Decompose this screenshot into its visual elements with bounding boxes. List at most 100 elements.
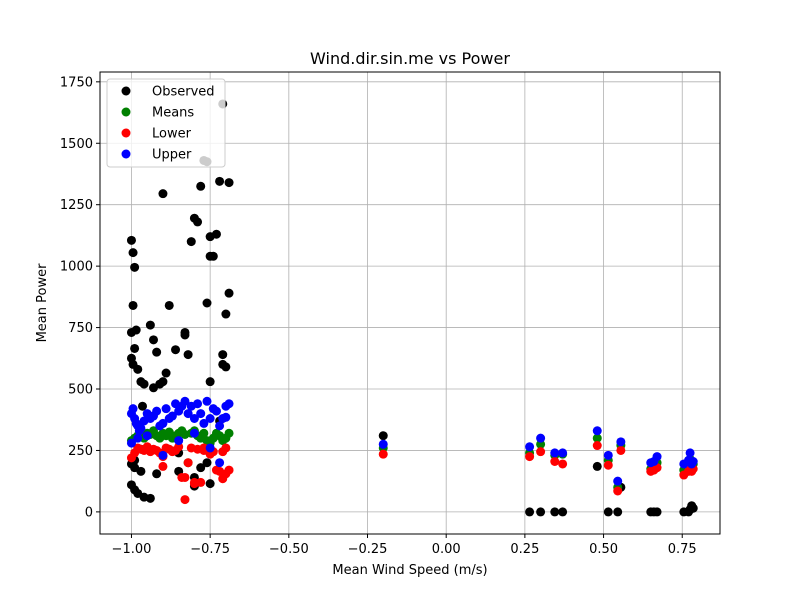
data-point-observed: [536, 507, 546, 517]
data-point-upper: [205, 414, 215, 423]
data-point-observed: [550, 507, 560, 517]
legend-label: Means: [152, 106, 194, 121]
data-point-upper: [126, 438, 136, 448]
data-point-upper: [525, 442, 535, 452]
data-point-upper: [199, 418, 209, 428]
x-tick-label: 0.25: [510, 542, 539, 557]
x-axis-label: Mean Wind Speed (m/s): [332, 563, 487, 578]
data-point-observed: [128, 300, 138, 310]
data-point-upper: [652, 452, 662, 462]
data-point-upper: [189, 414, 199, 423]
y-axis-label: Mean Power: [35, 263, 50, 343]
y-tick-label: 0: [85, 505, 93, 520]
legend-box: [106, 78, 226, 168]
data-point-lower: [613, 486, 623, 496]
data-point-upper: [133, 433, 143, 443]
data-point-upper: [215, 421, 225, 431]
x-tick-label: −0.50: [269, 542, 309, 557]
data-point-observed: [221, 309, 231, 319]
data-point-upper: [685, 448, 695, 458]
data-point-upper: [167, 411, 177, 421]
y-tick-label: 750: [68, 321, 93, 336]
y-tick-label: 1250: [60, 198, 93, 213]
data-point-observed: [603, 507, 613, 517]
data-point-upper: [158, 450, 168, 460]
y-tick-label: 1000: [60, 260, 93, 275]
data-point-upper: [224, 399, 234, 409]
data-point-observed: [205, 479, 215, 489]
legend: Observed Means Lower Upper: [106, 78, 226, 168]
data-point-observed: [205, 377, 215, 387]
legend-marker-means: [121, 107, 131, 117]
x-tick-label: 0.00: [432, 542, 461, 557]
data-point-lower: [180, 472, 190, 482]
data-point-observed: [164, 300, 174, 310]
data-point-observed: [202, 298, 212, 308]
data-point-upper: [193, 399, 203, 409]
data-point-upper: [215, 458, 225, 468]
data-point-upper: [202, 396, 212, 406]
plot-frame: [99, 71, 721, 535]
data-point-lower: [189, 477, 199, 487]
data-point-upper: [613, 476, 623, 486]
data-point-lower: [603, 460, 613, 470]
data-point-observed: [145, 320, 155, 330]
data-point-observed: [161, 368, 171, 378]
data-point-upper: [211, 406, 221, 416]
data-point-lower: [550, 457, 560, 467]
data-point-observed: [613, 507, 623, 517]
data-point-lower: [378, 449, 388, 459]
y-tick-label: 250: [68, 444, 93, 459]
data-point-lower: [224, 465, 234, 475]
series-upper: [126, 396, 698, 486]
data-point-means: [199, 428, 209, 438]
data-point-observed: [180, 327, 190, 337]
data-point-upper: [142, 431, 152, 441]
data-point-observed: [196, 463, 206, 473]
data-point-upper: [180, 396, 190, 406]
data-point-observed: [171, 345, 181, 355]
legend-label: Observed: [152, 85, 215, 100]
data-point-observed: [137, 401, 147, 411]
data-point-upper: [189, 428, 199, 438]
x-tick-label: −0.25: [348, 542, 388, 557]
data-point-observed: [128, 248, 138, 258]
data-point-upper: [550, 448, 560, 458]
data-point-observed: [126, 327, 136, 337]
chart-title: Wind.dir.sin.me vs Power: [310, 49, 510, 68]
data-point-means: [592, 433, 602, 443]
data-point-observed: [221, 362, 231, 372]
data-point-observed: [126, 235, 136, 245]
data-point-upper: [688, 457, 698, 467]
data-point-observed: [186, 237, 196, 247]
data-point-upper: [378, 439, 388, 449]
data-point-observed: [224, 288, 234, 298]
data-point-observed: [378, 431, 388, 441]
legend-marker-observed: [121, 86, 131, 96]
data-point-lower: [592, 441, 602, 451]
y-tick-label: 1500: [60, 137, 93, 152]
y-tick-label: 1750: [60, 75, 93, 90]
data-point-observed: [149, 335, 159, 345]
x-tick-label: 0.75: [668, 542, 697, 557]
grid: [100, 72, 720, 534]
data-point-lower: [180, 495, 190, 505]
data-point-upper: [196, 409, 206, 419]
data-point-observed: [158, 377, 168, 387]
series-lower: [126, 441, 698, 505]
x-tick-label: −0.75: [190, 542, 230, 557]
data-point-lower: [616, 445, 626, 455]
data-point-upper: [221, 412, 231, 422]
data-point-observed: [133, 364, 143, 374]
data-point-upper: [592, 426, 602, 436]
data-point-upper: [128, 404, 138, 414]
data-point-upper: [603, 450, 613, 460]
data-point-upper: [174, 436, 184, 446]
data-point-means: [224, 428, 234, 438]
data-point-upper: [205, 443, 215, 453]
data-point-upper: [616, 437, 626, 447]
data-point-observed: [152, 347, 162, 357]
data-point-observed: [558, 507, 568, 517]
